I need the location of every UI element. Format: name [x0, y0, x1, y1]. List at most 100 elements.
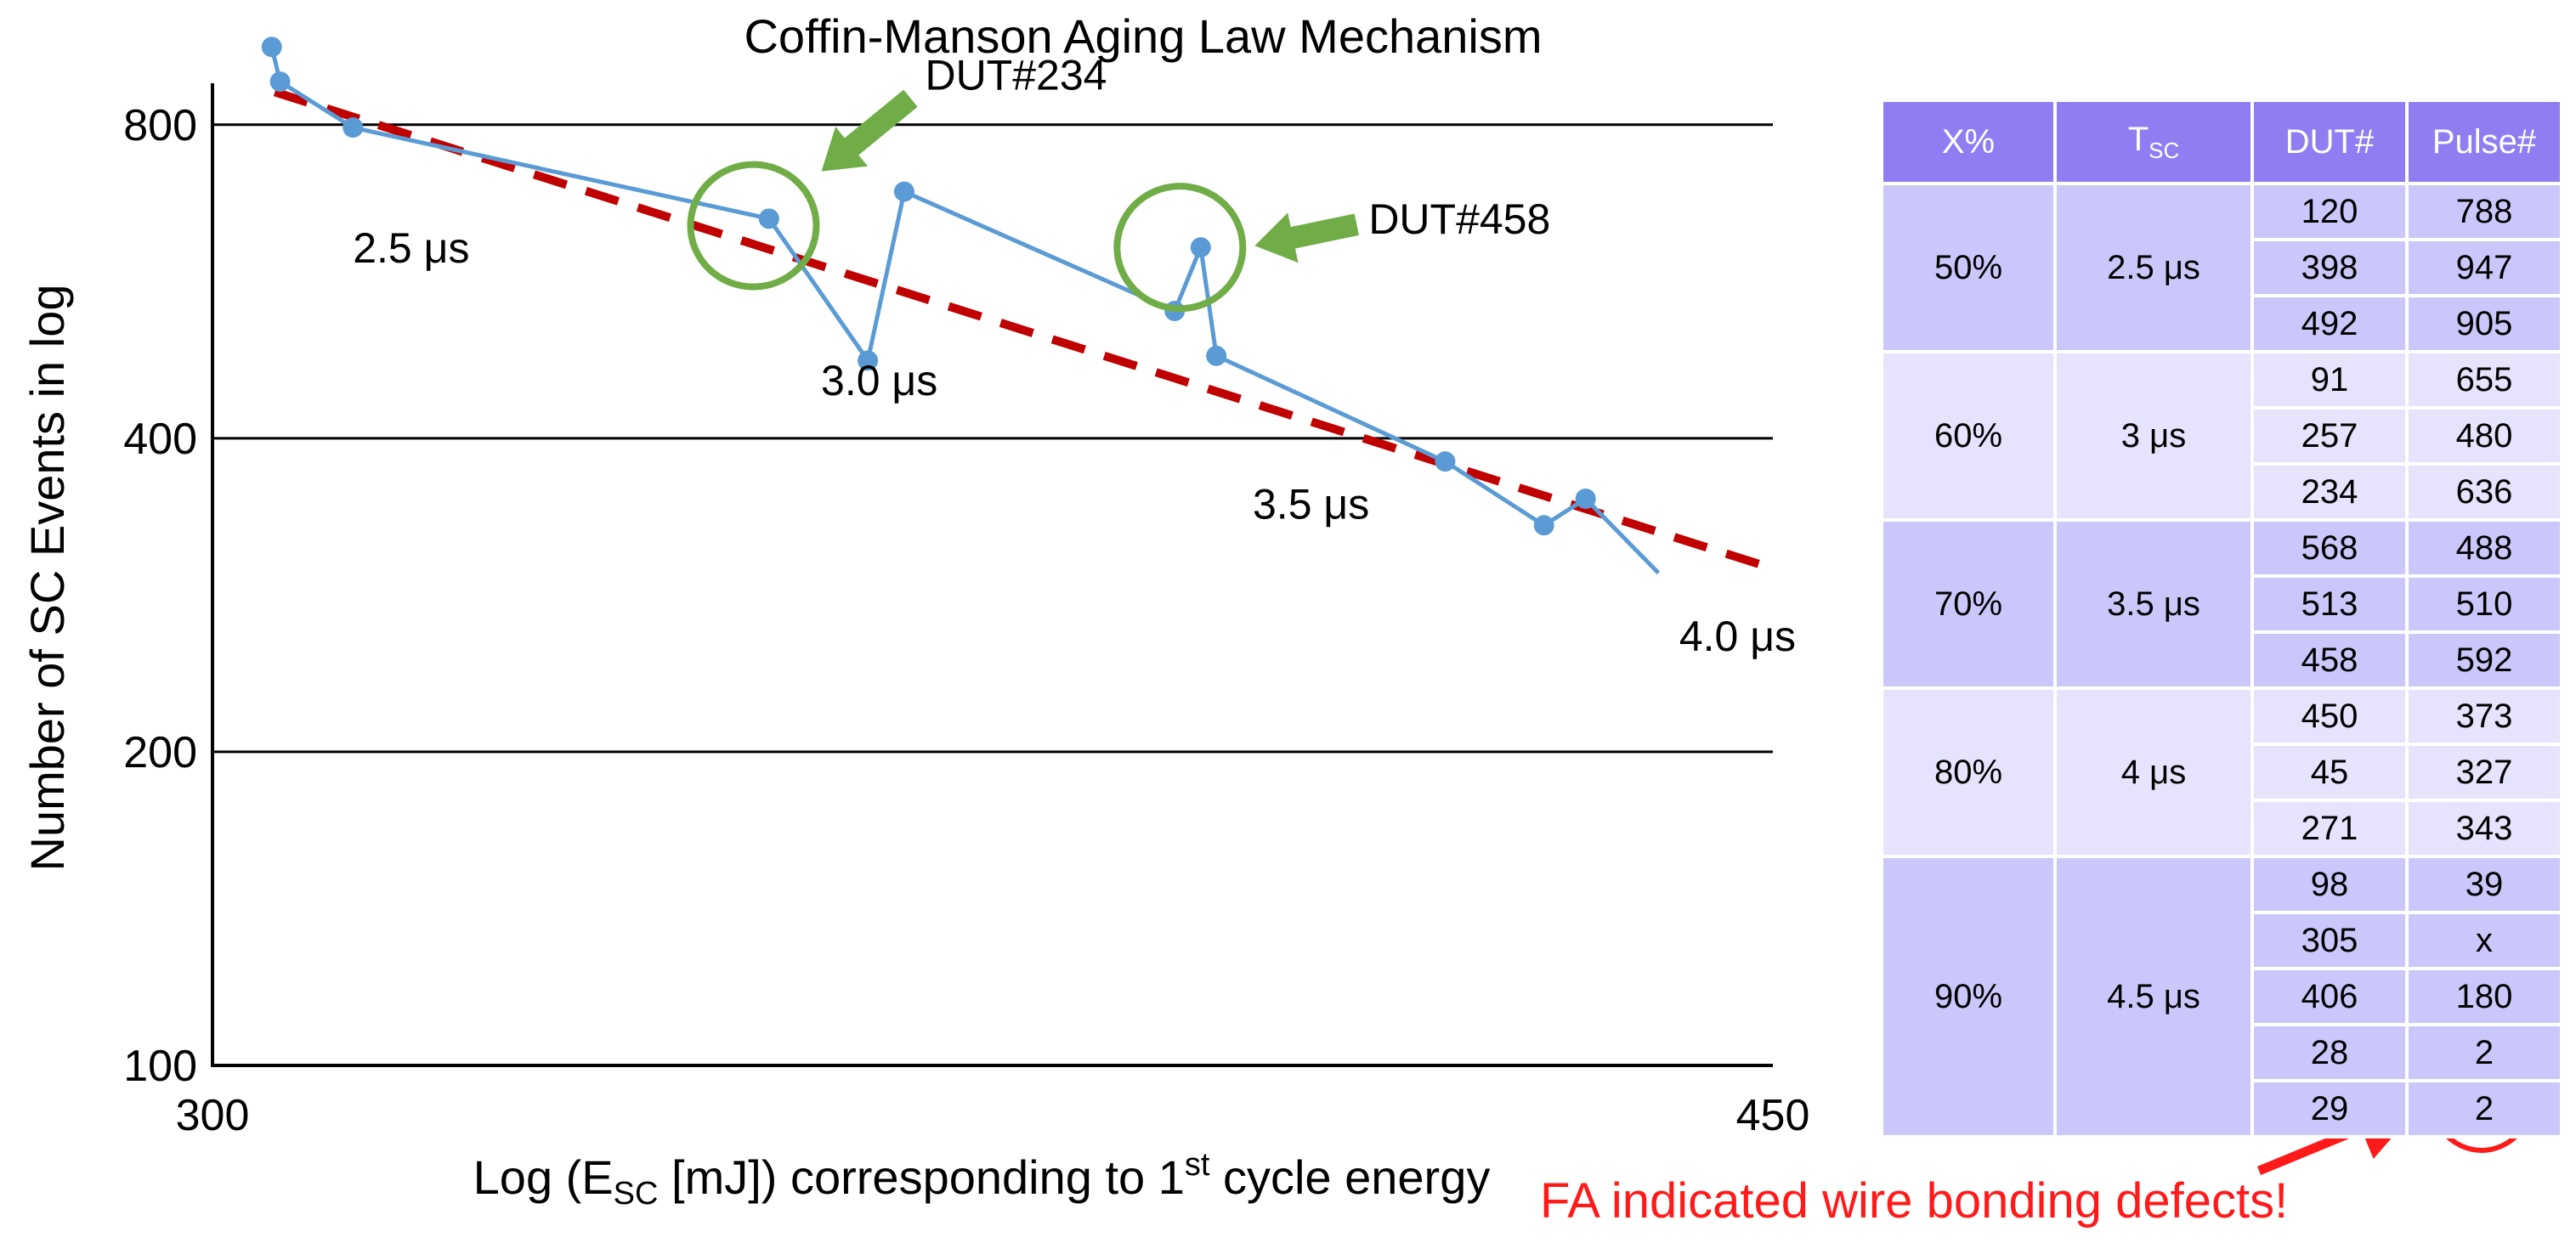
duration-annotation: 2.5 μs — [353, 224, 469, 272]
header-pulse: Pulse# — [2405, 99, 2563, 185]
cell-dut: 120 — [2250, 182, 2409, 241]
data-point — [1575, 488, 1596, 509]
table-row: 513 510 — [1882, 574, 2563, 634]
x-tick-label: 450 — [1736, 1091, 1810, 1140]
cell-pulse: 343 — [2405, 799, 2563, 858]
cell-pulse: 905 — [2405, 294, 2563, 353]
table-row: 234 636 — [1882, 462, 2563, 522]
y-axis-label: Number of SC Events in log — [20, 285, 74, 872]
cell-pulse: 2 — [2405, 1023, 2563, 1082]
table-row: 305 x — [1882, 911, 2563, 970]
cell-dut: 406 — [2250, 967, 2409, 1026]
y-tick-labels: 800 400 200 100 — [123, 101, 197, 1091]
table-header-row: X% TSC DUT# Pulse# — [1880, 99, 2563, 185]
data-point — [758, 208, 779, 229]
table-row: 45 327 — [1882, 743, 2563, 802]
duration-annotation: 3.0 μs — [821, 357, 937, 404]
table-row: 90% 4.5 μs 98 39 — [1880, 855, 2563, 1138]
cell-dut: 98 — [2250, 855, 2409, 914]
data-point — [269, 71, 291, 93]
cell-dut: 305 — [2250, 911, 2409, 970]
trend-line — [273, 88, 1775, 573]
y-tick-label: 200 — [123, 728, 197, 777]
cell-x-percent: 60% — [1880, 350, 2057, 522]
cell-dut: 45 — [2250, 743, 2409, 802]
callout-circle — [1113, 183, 1247, 313]
cell-pulse: 592 — [2405, 630, 2563, 690]
x-tick-labels: 300 450 — [176, 1091, 1810, 1140]
cell-dut: 568 — [2250, 518, 2409, 578]
annotations: 2.5 μs 3.0 μs 3.5 μs 4.0 μs — [353, 224, 1796, 660]
table-row: 29 2 — [1882, 1079, 2563, 1138]
x-axis-label: Log (ESC [mJ]) corresponding to 1st cycl… — [473, 1147, 1491, 1212]
cell-pulse: 373 — [2405, 686, 2563, 746]
callout-label: DUT#458 — [1368, 195, 1550, 243]
duration-annotation: 3.5 μs — [1253, 480, 1369, 528]
trend-line-group — [273, 88, 1775, 573]
cell-tsc: 3.5 μs — [2053, 518, 2254, 690]
series-group — [261, 37, 1661, 575]
table-body: 50% 2.5 μs 120 788 398 947 492 905 60% 3 μs 91 655 2… — [1880, 182, 2563, 1138]
table-row: 70% 3.5 μs 568 488 — [1880, 518, 2563, 690]
cell-pulse: 39 — [2405, 855, 2563, 914]
cell-dut: 234 — [2250, 462, 2409, 522]
duration-annotation: 4.0 μs — [1679, 613, 1796, 660]
cell-dut: 29 — [2250, 1079, 2409, 1138]
cell-tsc: 4 μs — [2053, 686, 2254, 858]
data-point — [1206, 345, 1227, 366]
data-point — [261, 37, 282, 58]
cell-x-percent: 50% — [1880, 182, 2057, 353]
table-row: 50% 2.5 μs 120 788 — [1880, 182, 2563, 353]
y-tick-label: 100 — [123, 1042, 197, 1091]
data-point — [1190, 237, 1211, 258]
cell-dut: 271 — [2250, 799, 2409, 858]
cell-dut: 91 — [2250, 350, 2409, 410]
data-point — [1435, 451, 1456, 472]
cell-pulse: 636 — [2405, 462, 2563, 522]
header-tsc: TSC — [2053, 99, 2254, 185]
cell-pulse: 327 — [2405, 743, 2563, 802]
data-point — [343, 117, 364, 138]
data-table: X% TSC DUT# Pulse# 50% 2.5 μs 120 788 398 947… — [1880, 99, 2563, 1138]
cell-dut: 513 — [2250, 574, 2409, 634]
table-row: 271 343 — [1882, 799, 2563, 858]
callout-arrow — [1254, 212, 1359, 263]
cell-dut: 398 — [2250, 238, 2409, 297]
cell-tsc: 2.5 μs — [2053, 182, 2254, 353]
cell-pulse: 488 — [2405, 518, 2563, 578]
cell-pulse: 2 — [2405, 1079, 2563, 1138]
cell-pulse: 510 — [2405, 574, 2563, 634]
callout-arrow — [821, 89, 918, 172]
cell-dut: 450 — [2250, 686, 2409, 746]
gridlines — [212, 123, 1773, 754]
cell-pulse: 947 — [2405, 238, 2563, 297]
cell-pulse: 788 — [2405, 182, 2563, 241]
table-row: 492 905 — [1882, 294, 2563, 353]
data-point — [1533, 515, 1554, 536]
cell-pulse: 655 — [2405, 350, 2563, 410]
table-row: 398 947 — [1882, 238, 2563, 297]
y-tick-label: 800 — [123, 101, 197, 150]
cell-pulse: 180 — [2405, 967, 2563, 1026]
table-row: 60% 3 μs 91 655 — [1880, 350, 2563, 522]
cell-pulse: x — [2405, 911, 2563, 970]
cell-dut: 492 — [2250, 294, 2409, 353]
cell-x-percent: 80% — [1880, 686, 2057, 858]
cell-dut: 257 — [2250, 406, 2409, 466]
header-dut: DUT# — [2250, 99, 2409, 185]
chart-title: Coffin-Manson Aging Law Mechanism — [744, 9, 1542, 63]
table-row: 28 2 — [1882, 1023, 2563, 1082]
cell-x-percent: 90% — [1880, 855, 2057, 1138]
x-tick-label: 300 — [176, 1091, 250, 1140]
header-x-percent: X% — [1880, 99, 2057, 185]
callout-circle — [687, 161, 820, 291]
cell-dut: 458 — [2250, 630, 2409, 690]
table-row: 257 480 — [1882, 406, 2563, 466]
callout-label: DUT#234 — [925, 52, 1107, 99]
cell-x-percent: 70% — [1880, 518, 2057, 690]
cell-tsc: 3 μs — [2053, 350, 2254, 522]
table-row: 80% 4 μs 450 373 — [1880, 686, 2563, 858]
y-tick-label: 400 — [123, 415, 197, 464]
data-point — [893, 181, 914, 202]
